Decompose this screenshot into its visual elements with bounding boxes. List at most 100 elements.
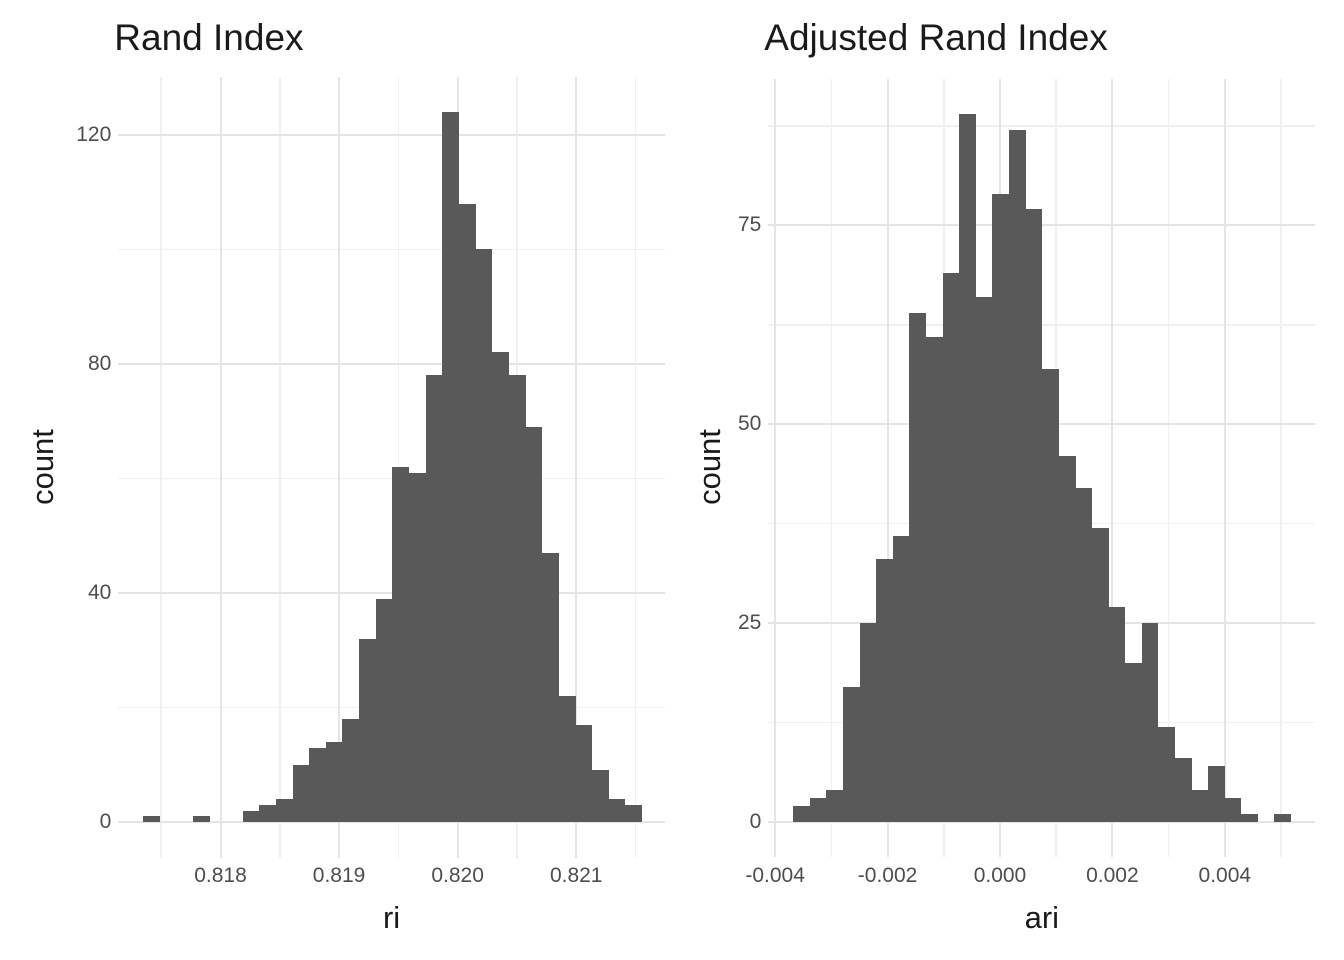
x-tick-label: -0.002 [857,864,918,887]
histogram-bar [925,336,943,822]
histogram-bar [1058,456,1076,822]
histogram-bar [826,790,844,822]
histogram-bar [1240,814,1258,822]
histogram-bar [425,375,443,822]
histogram-bar [1091,527,1109,822]
gridline-y-minor [118,477,665,480]
plot-adjusted-rand-index: Adjusted Rand Index count ari -0.004 -0.0… [672,0,1344,960]
histogram-bar [1174,758,1192,822]
gridline-y-major [768,821,1316,823]
histogram-bar [859,623,877,822]
histogram-bar [1207,766,1225,822]
histogram-bar [525,426,543,822]
histogram-bar [142,816,160,822]
histogram-bar [1008,129,1026,822]
gridline-x-minor [160,77,162,858]
histogram-bar [392,466,410,822]
histogram-bar [1224,798,1242,822]
histogram-bar [408,472,426,822]
gridline-x-major [1223,79,1226,858]
x-tick-label: 0.004 [1198,864,1252,887]
histogram-bar [442,111,460,822]
gridline-x-major [1111,79,1114,858]
y-tick-label: 80 [87,351,112,375]
histogram-bar [292,764,310,822]
y-tick-label: 0 [749,810,762,833]
histogram-bar [192,816,210,822]
gridline-y-major [118,133,665,136]
histogram-bar [1025,209,1043,822]
gridline-y-major [118,591,665,594]
histogram-bar [843,686,861,822]
gridline-x-major [575,77,578,858]
y-axis-title-count: count [25,429,60,505]
histogram-bar [259,804,277,822]
histogram-bar [375,598,393,822]
histogram-bar [1108,607,1126,822]
gridline-x-minor [830,79,833,858]
y-tick-label: 25 [737,611,762,635]
y-tick-label: 50 [737,412,762,436]
x-tick-label: 0.818 [194,864,247,887]
histogram-bar [508,375,526,822]
histogram-bar [309,747,327,822]
x-tick-label: 0.000 [973,864,1027,887]
histogram-bar [1158,726,1176,822]
histogram-bar [1191,790,1209,822]
y-axis-title-count: count [692,429,727,505]
gridline-x-major [774,79,777,858]
gridline-y-major [118,820,665,823]
gridline-y-minor [768,125,1316,127]
histogram-bar [359,638,377,822]
histogram-bar [541,552,559,822]
histogram-bar [242,810,260,822]
x-tick-label: 0.821 [549,864,603,887]
histogram-bar [942,273,960,822]
gridline-x-major [886,79,889,858]
plot-title-adjusted-rand-index: Adjusted Rand Index [764,17,1108,58]
y-tick-label: 0 [99,809,112,833]
histogram-bar [959,114,977,822]
histogram-bar [1141,623,1159,822]
histogram-bar [625,804,643,822]
histogram-bar [558,696,576,822]
x-tick-label: 0.820 [431,864,484,887]
gridline-y-minor [118,248,665,251]
histogram-bar [575,724,593,822]
plot-rand-index: Rand Index count ri 0.818 0.819 0.820 0.821… [25,17,665,935]
histogram-bar [1075,487,1093,822]
histogram-bar [275,799,293,822]
histogram-bar [591,770,609,822]
histogram-bar [492,352,510,822]
histogram-bar [909,312,927,822]
gridline-x-major [219,77,222,858]
histogram-bar [975,296,993,822]
histogram-bar [809,798,827,822]
gridline-y-major [118,362,665,365]
y-tick-label: 75 [737,213,762,237]
histogram-bar [992,193,1010,822]
histogram-bar [876,559,894,822]
histogram-bar [325,741,343,822]
gridline-x-minor [634,77,637,858]
x-tick-label: 0.002 [1086,864,1139,887]
x-axis-title-ari: ari [1024,900,1060,935]
gridline-x-major [338,77,341,858]
x-axis-title-ri: ri [382,900,401,935]
histogram-bar [1124,662,1142,822]
histogram-bar [458,203,476,822]
gridline-x-minor [1167,79,1170,858]
x-tick-label: 0.819 [312,864,366,887]
x-tick-label: -0.004 [745,864,805,887]
plot-title-rand-index: Rand Index [114,17,304,58]
y-tick-label: 40 [87,580,112,604]
histogram-bar [892,535,910,822]
y-tick-label: 120 [76,122,112,146]
histogram-bar [1274,814,1292,822]
gridline-x-minor [279,77,281,858]
histogram-bar [608,799,626,822]
gridline-x-minor [1280,79,1282,858]
histogram-bar [793,806,811,822]
histogram-bar [475,249,493,822]
